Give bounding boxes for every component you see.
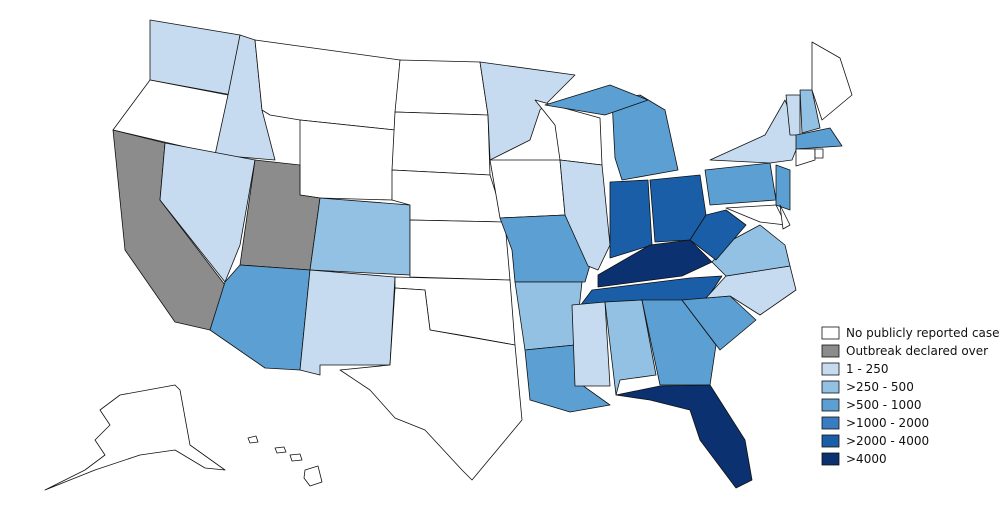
state: [609, 179, 653, 259]
state: [795, 148, 816, 167]
state: [309, 197, 411, 276]
state: [159, 142, 256, 283]
state: [779, 204, 791, 230]
state: [604, 299, 657, 396]
legend-swatch: [821, 416, 840, 430]
state: [303, 465, 323, 487]
state: [814, 148, 824, 159]
state: [289, 453, 303, 462]
state: [795, 127, 843, 150]
legend: No publicly reported cases Outbreak decla…: [821, 326, 1000, 466]
legend-swatch: [821, 326, 840, 340]
state: [479, 61, 576, 161]
legend-swatch: [821, 380, 840, 394]
state: [571, 301, 611, 387]
legend-label: Outbreak declared over: [846, 344, 988, 358]
legend-swatch: [821, 434, 840, 448]
legend-label: >250 - 500: [846, 380, 914, 394]
legend-label: >4000: [846, 452, 887, 466]
legend-label: No publicly reported cases: [846, 326, 1000, 340]
state: [615, 384, 753, 489]
state: [274, 446, 287, 454]
legend-swatch: [821, 362, 840, 376]
legend-label: >1000 - 2000: [846, 416, 929, 430]
state: [394, 59, 489, 116]
state: [391, 111, 491, 176]
state: [44, 384, 226, 491]
legend-label: >500 - 1000: [846, 398, 921, 412]
state: [299, 119, 396, 201]
state: [579, 275, 723, 307]
state: [641, 299, 717, 386]
state: [544, 84, 649, 116]
legend-swatch: [821, 398, 840, 412]
state: [339, 287, 523, 481]
state: [704, 162, 777, 206]
state: [611, 94, 679, 181]
state: [811, 41, 853, 121]
state: [775, 164, 791, 211]
state: [247, 435, 259, 444]
state: [559, 159, 611, 271]
legend-swatch: [821, 452, 840, 466]
state: [709, 99, 801, 164]
state: [409, 219, 511, 281]
state: [689, 209, 747, 261]
states: [44, 19, 853, 491]
state: [514, 281, 583, 351]
legend-label: >2000 - 4000: [846, 434, 929, 448]
state: [299, 269, 396, 376]
state: [254, 39, 401, 131]
legend-label: 1 - 250: [846, 362, 889, 376]
state: [799, 89, 821, 134]
legend-swatch: [821, 344, 840, 358]
state: [489, 159, 566, 219]
